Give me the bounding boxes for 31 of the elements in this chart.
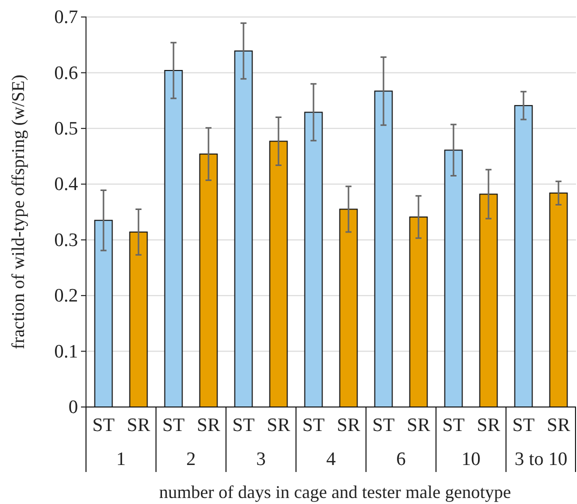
text: ST bbox=[232, 415, 255, 436]
series-label: ST bbox=[92, 415, 115, 436]
x-tick-label: 1 bbox=[116, 449, 126, 470]
x-tick-label: 3 bbox=[256, 449, 266, 470]
y-tick-label: 0 bbox=[68, 397, 78, 418]
text: SR bbox=[196, 415, 220, 436]
text: ST bbox=[442, 415, 465, 436]
x-tick-label: 2 bbox=[186, 449, 196, 470]
y-tick-label: 0.5 bbox=[54, 118, 78, 140]
y-axis-title: fraction of wild-type offspring (w/SE) bbox=[8, 74, 28, 350]
text: ST bbox=[162, 415, 185, 436]
text: SR bbox=[406, 415, 430, 436]
text: SR bbox=[336, 415, 360, 436]
x-tick-label: 6 bbox=[396, 449, 406, 470]
text: ST bbox=[372, 415, 395, 436]
y-tick-label: 0.4 bbox=[54, 174, 78, 196]
text: SR bbox=[476, 415, 500, 436]
series-label: SR bbox=[126, 415, 150, 436]
text: SR bbox=[266, 415, 290, 436]
y-tick-label: 0.6 bbox=[54, 62, 78, 84]
y-tick-label: 0.3 bbox=[54, 230, 78, 251]
y-tick-label: 0.2 bbox=[54, 286, 78, 307]
text: ST bbox=[512, 415, 535, 436]
x-tick-label: 10 bbox=[462, 449, 480, 470]
x-axis-title: number of days in cage and tester male genotype bbox=[159, 482, 511, 502]
y-tick-label: 0.7 bbox=[54, 7, 78, 28]
x-tick-label: 4 bbox=[326, 449, 336, 470]
text: SR bbox=[546, 415, 570, 436]
y-tick-label: 0.1 bbox=[54, 341, 78, 362]
text: ST bbox=[302, 415, 325, 436]
x-tick-label: 3 to 10 bbox=[514, 449, 568, 470]
